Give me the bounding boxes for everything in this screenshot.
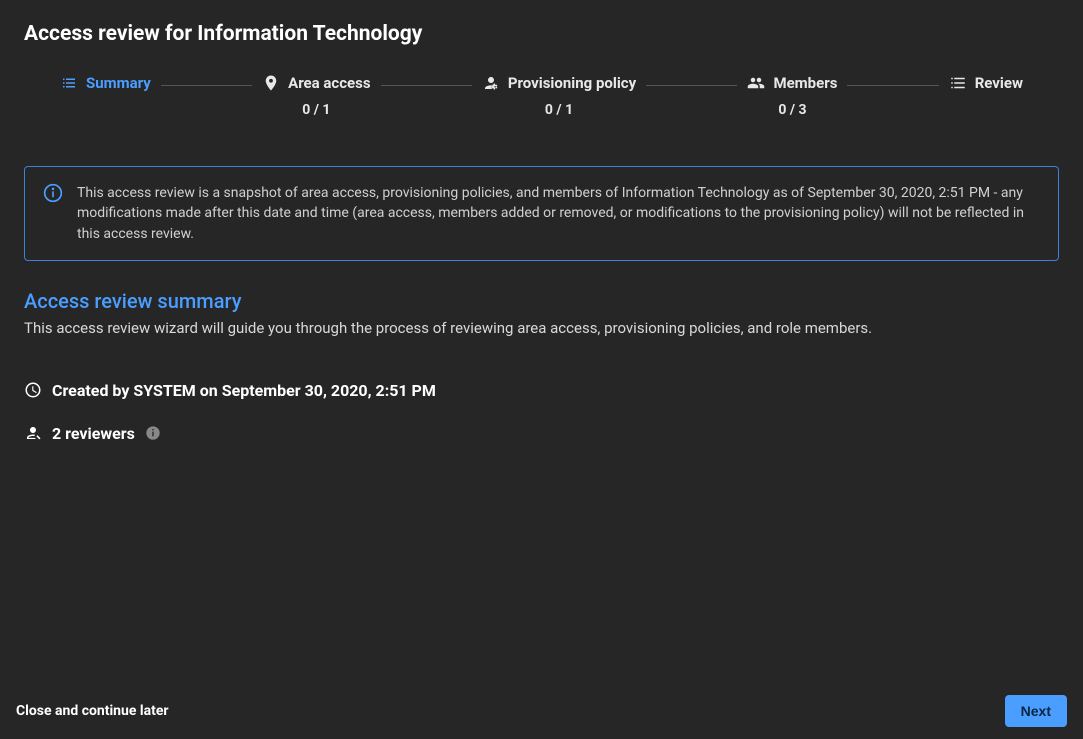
summary-heading: Access review summary xyxy=(24,289,1059,313)
step-label: Summary xyxy=(86,74,151,92)
step-connector xyxy=(161,85,252,86)
step-provisioning[interactable]: Provisioning policy 0 / 1 xyxy=(482,74,636,118)
page-title: Access review for Information Technology xyxy=(24,22,1059,46)
footer-bar: Close and continue later Next xyxy=(0,683,1083,739)
clock-icon xyxy=(24,381,42,399)
next-button[interactable]: Next xyxy=(1005,695,1067,727)
reviewers-meta: 2 reviewers xyxy=(24,424,1059,443)
step-label: Area access xyxy=(288,74,370,92)
step-connector xyxy=(381,85,472,86)
map-pin-icon xyxy=(262,74,280,92)
reviewers-text: 2 reviewers xyxy=(52,424,135,443)
step-count: 0 / 3 xyxy=(778,102,806,118)
info-circle-icon[interactable] xyxy=(145,425,161,441)
step-count: 0 / 1 xyxy=(545,102,573,118)
list-icon xyxy=(60,74,78,92)
created-meta: Created by SYSTEM on September 30, 2020,… xyxy=(24,381,1059,400)
step-members[interactable]: Members 0 / 3 xyxy=(747,74,837,118)
users-icon xyxy=(747,74,765,92)
step-label: Members xyxy=(773,74,837,92)
step-label: Review xyxy=(975,74,1023,92)
step-label: Provisioning policy xyxy=(508,74,636,92)
step-connector xyxy=(646,85,737,86)
summary-description: This access review wizard will guide you… xyxy=(24,319,1059,337)
user-check-icon xyxy=(24,424,42,442)
info-banner: This access review is a snapshot of area… xyxy=(24,166,1059,261)
step-summary[interactable]: Summary xyxy=(60,74,151,92)
wizard-stepper: Summary Area access 0 / 1 Provisioning p… xyxy=(24,74,1059,118)
close-continue-link[interactable]: Close and continue later xyxy=(16,703,169,719)
checklist-icon xyxy=(949,74,967,92)
info-icon xyxy=(43,183,63,203)
step-area-access[interactable]: Area access 0 / 1 xyxy=(262,74,370,118)
step-connector xyxy=(847,85,938,86)
users-gear-icon xyxy=(482,74,500,92)
info-text: This access review is a snapshot of area… xyxy=(77,183,1040,244)
step-review[interactable]: Review xyxy=(949,74,1023,92)
created-text: Created by SYSTEM on September 30, 2020,… xyxy=(52,381,436,400)
step-count: 0 / 1 xyxy=(302,102,330,118)
